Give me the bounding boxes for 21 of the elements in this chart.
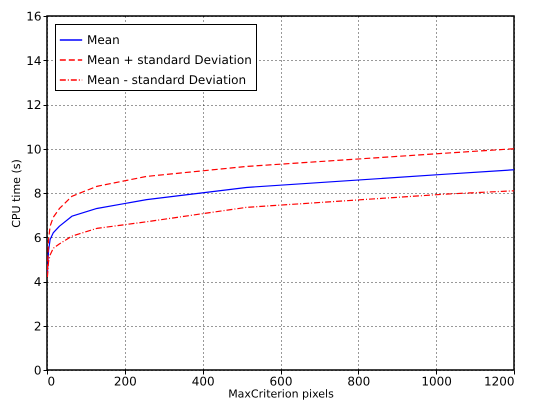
y-tick-label: 12 (26, 98, 42, 112)
y-tick-label: 10 (26, 142, 42, 156)
y-tick-label: 16 (26, 10, 42, 24)
legend-label: Mean - standard Deviation (87, 73, 246, 87)
x-tick-label: 800 (347, 374, 370, 388)
x-tick-label: 400 (192, 374, 215, 388)
y-tick-label: 2 (34, 319, 42, 334)
x-axis-title: MaxCriterion pixels (228, 388, 334, 400)
x-tick-label: 1200 (484, 374, 514, 388)
y-tick-label: 0 (34, 364, 42, 378)
x-tick-label: 600 (270, 374, 292, 388)
y-tick-label: 14 (26, 54, 42, 68)
x-tick-label: 1000 (421, 374, 452, 388)
legend-label: Mean + standard Deviation (87, 53, 252, 67)
y-axis-title: CPU time (s) (10, 159, 24, 228)
y-tick-label: 8 (34, 186, 42, 200)
y-tick-label: 4 (34, 275, 42, 289)
y-tick-label: 6 (34, 230, 42, 245)
x-tick-label: 200 (114, 374, 137, 388)
legend-label: Mean (87, 33, 120, 47)
x-tick-label: 0 (48, 374, 56, 388)
